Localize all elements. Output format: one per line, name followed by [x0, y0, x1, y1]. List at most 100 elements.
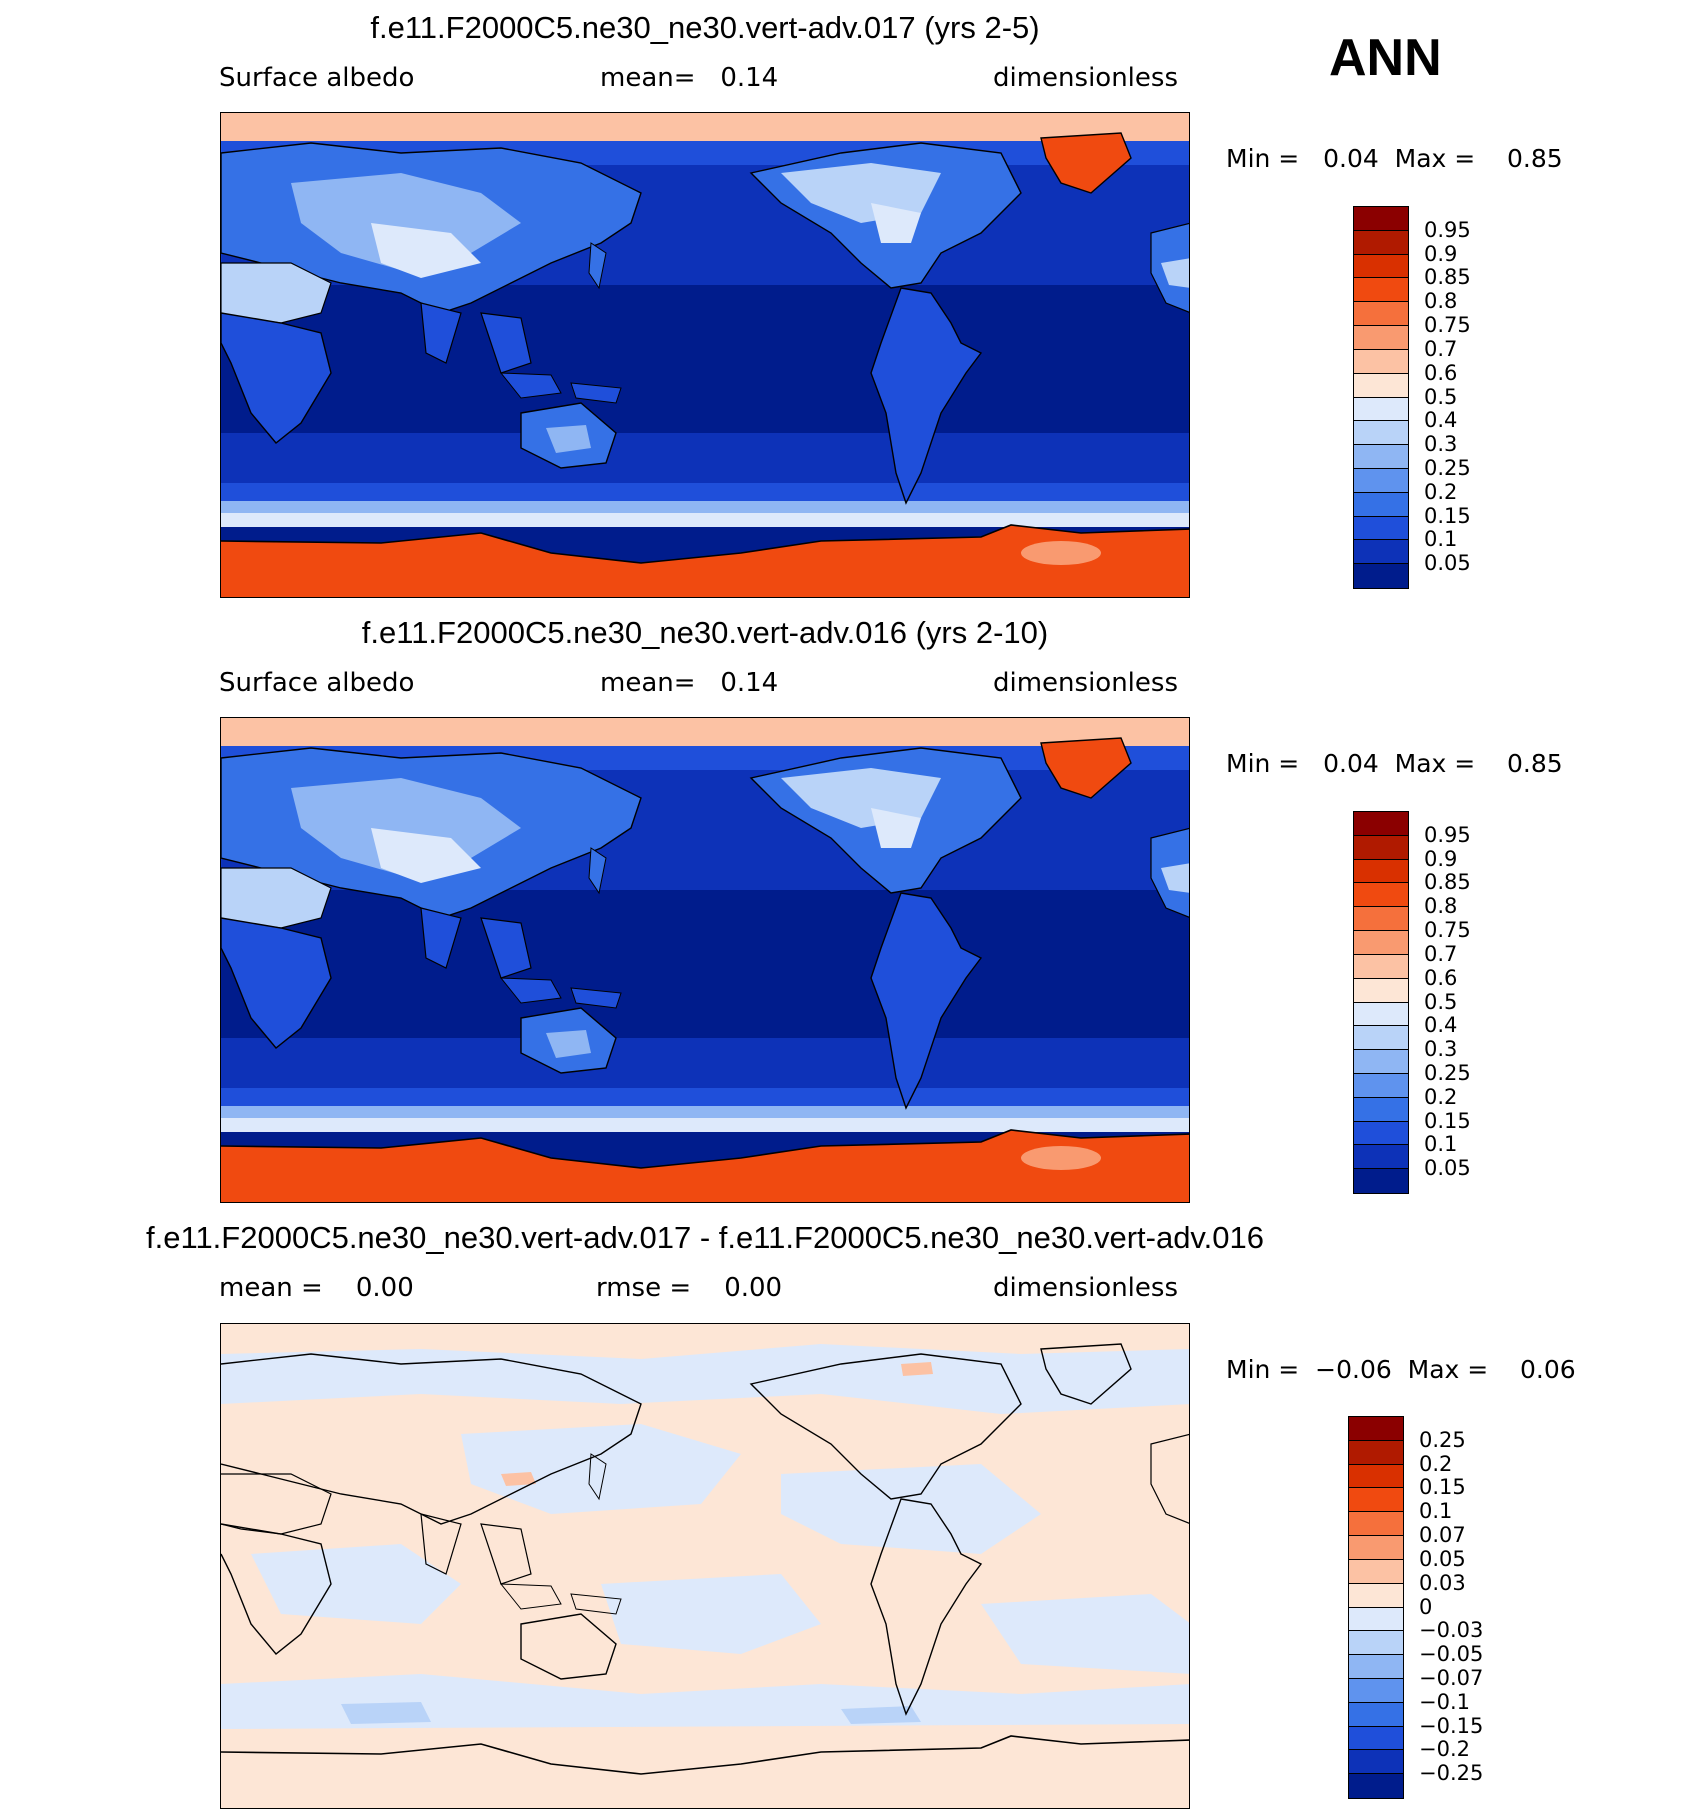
panel-2-mean-label: mean= 0.14: [600, 668, 779, 698]
colorbar-label: −0.15: [1419, 1713, 1484, 1738]
colorbar-swatch: [1354, 1121, 1408, 1146]
colorbar-label: 0.7: [1424, 336, 1458, 361]
panel-3-min-max: Min = −0.06 Max = 0.06: [1226, 1355, 1576, 1384]
colorbar-label: 0.9: [1424, 846, 1458, 871]
colorbar-label: −0.1: [1419, 1689, 1470, 1714]
colorbar-swatch: [1354, 278, 1408, 303]
colorbar-swatch: [1354, 859, 1408, 884]
colorbar-swatch: [1354, 445, 1408, 469]
colorbar-label: 0.15: [1424, 503, 1471, 528]
colorbar-swatch: [1354, 812, 1408, 836]
panel-1-colorbar-box: [1353, 206, 1409, 589]
colorbar-label: −0.25: [1419, 1761, 1484, 1786]
colorbar-swatch: [1354, 516, 1408, 541]
colorbar-swatch: [1354, 540, 1408, 565]
panel-3-colorbar-box: [1348, 1416, 1404, 1799]
colorbar-label: 0.05: [1424, 1156, 1471, 1181]
colorbar-swatch: [1354, 468, 1408, 493]
colorbar-swatch: [1354, 1002, 1408, 1027]
colorbar-label: 0.15: [1419, 1475, 1466, 1500]
colorbar-label: 0.4: [1424, 1013, 1458, 1038]
panel-2-variable-label: Surface albedo: [219, 668, 415, 698]
colorbar-swatch: [1349, 1536, 1403, 1560]
panel-3-units-label: dimensionless: [993, 1273, 1178, 1303]
colorbar-swatch: [1349, 1512, 1403, 1537]
colorbar-swatch: [1354, 835, 1408, 860]
panel-1-min-max: Min = 0.04 Max = 0.85: [1226, 144, 1563, 173]
colorbar-swatch: [1354, 978, 1408, 1003]
colorbar-label: 0.25: [1419, 1427, 1466, 1452]
colorbar-swatch: [1354, 349, 1408, 374]
colorbar-label: 0.3: [1424, 1037, 1458, 1062]
colorbar-swatch: [1354, 492, 1408, 517]
panel-1-variable-label: Surface albedo: [219, 63, 415, 93]
panel-1-units-label: dimensionless: [993, 63, 1178, 93]
colorbar-swatch: [1354, 1073, 1408, 1098]
colorbar-label: 0.6: [1424, 360, 1458, 385]
colorbar-label: −0.03: [1419, 1618, 1484, 1643]
colorbar-label: 0.2: [1419, 1451, 1453, 1476]
colorbar-label: 0.6: [1424, 965, 1458, 990]
colorbar-swatch: [1349, 1464, 1403, 1489]
colorbar-swatch: [1354, 230, 1408, 255]
colorbar-swatch: [1354, 1145, 1408, 1170]
season-label: ANN: [1329, 29, 1442, 87]
colorbar-swatch: [1349, 1488, 1403, 1513]
colorbar-swatch: [1349, 1631, 1403, 1656]
colorbar-swatch: [1354, 954, 1408, 979]
colorbar-label: 0.85: [1424, 870, 1471, 895]
colorbar-swatch: [1349, 1678, 1403, 1703]
colorbar-label: 0.1: [1419, 1499, 1453, 1524]
colorbar-label: 0.85: [1424, 265, 1471, 290]
colorbar-swatch: [1349, 1726, 1403, 1751]
colorbar-label: 0.05: [1419, 1546, 1466, 1571]
colorbar-label: 0.5: [1424, 384, 1458, 409]
colorbar-swatch: [1354, 254, 1408, 279]
colorbar-label: 0.05: [1424, 551, 1471, 576]
colorbar-swatch: [1349, 1774, 1403, 1798]
colorbar-swatch: [1349, 1702, 1403, 1727]
colorbar-swatch: [1349, 1559, 1403, 1584]
panel-2-map: [220, 717, 1190, 1203]
colorbar-swatch: [1354, 907, 1408, 932]
colorbar-label: 0.25: [1424, 455, 1471, 480]
colorbar-swatch: [1349, 1750, 1403, 1775]
colorbar-label: 0.75: [1424, 313, 1471, 338]
colorbar-label: 0.1: [1424, 1132, 1458, 1157]
panel-2-units-label: dimensionless: [993, 668, 1178, 698]
colorbar-swatch: [1354, 421, 1408, 446]
colorbar-label: 0.2: [1424, 479, 1458, 504]
colorbar-label: 0.25: [1424, 1060, 1471, 1085]
colorbar-swatch: [1354, 373, 1408, 398]
panel-3-title: f.e11.F2000C5.ne30_ne30.vert-adv.017 - f…: [146, 1220, 1264, 1255]
colorbar-label: 0.15: [1424, 1108, 1471, 1133]
colorbar-label: 0.8: [1424, 289, 1458, 314]
colorbar-label: 0.5: [1424, 989, 1458, 1014]
panel-3-rmse-label: rmse = 0.00: [596, 1273, 783, 1303]
panel-2-min-max: Min = 0.04 Max = 0.85: [1226, 749, 1563, 778]
colorbar-label: 0.07: [1419, 1523, 1466, 1548]
colorbar-swatch: [1354, 302, 1408, 327]
colorbar-swatch: [1354, 207, 1408, 231]
panel-1-map: [220, 112, 1190, 598]
colorbar-swatch: [1354, 564, 1408, 588]
colorbar-swatch: [1354, 1026, 1408, 1051]
colorbar-label: 0.75: [1424, 918, 1471, 943]
colorbar-swatch: [1349, 1583, 1403, 1608]
colorbar-label: 0.4: [1424, 408, 1458, 433]
colorbar-swatch: [1354, 1050, 1408, 1074]
colorbar-swatch: [1349, 1440, 1403, 1465]
colorbar-swatch: [1349, 1607, 1403, 1632]
colorbar-swatch: [1349, 1655, 1403, 1679]
panel-2-title: f.e11.F2000C5.ne30_ne30.vert-adv.016 (yr…: [361, 615, 1049, 650]
panel-3-map: [220, 1323, 1190, 1809]
colorbar-swatch: [1354, 1169, 1408, 1193]
colorbar-label: 0.1: [1424, 527, 1458, 552]
colorbar-label: 0.8: [1424, 894, 1458, 919]
panel-1-title: f.e11.F2000C5.ne30_ne30.vert-adv.017 (yr…: [370, 10, 1040, 45]
colorbar-label: 0.2: [1424, 1084, 1458, 1109]
colorbar-label: −0.05: [1419, 1642, 1484, 1667]
colorbar-swatch: [1349, 1417, 1403, 1441]
colorbar-label: 0.3: [1424, 432, 1458, 457]
colorbar-swatch: [1354, 397, 1408, 422]
